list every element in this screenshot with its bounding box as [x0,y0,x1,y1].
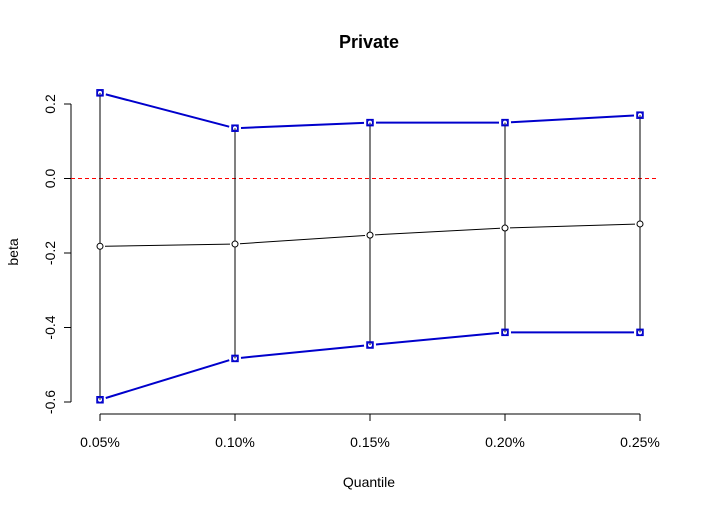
data-point [96,242,104,250]
x-tick-label: 0.05% [80,434,120,450]
series-segment [239,234,366,245]
series-segment [510,114,635,124]
data-point [366,231,374,239]
series-group [96,89,644,404]
y-tick-label: -0.4 [42,315,58,339]
series-segment [104,243,231,247]
data-point-inner [232,355,238,362]
series-segment [105,359,230,399]
series-segment [375,331,500,346]
data-point [231,240,239,248]
series-segment [509,223,636,229]
upper-bound-series [96,89,644,132]
error-bars [99,92,641,400]
estimate-series [96,220,644,250]
y-axis-title: beta [5,238,21,265]
data-point [501,224,509,232]
x-tick-label: 0.20% [485,434,525,450]
x-axis-title: Quantile [343,474,395,490]
chart-title: Private [339,32,399,52]
data-point-inner [232,125,238,132]
x-tick-label: 0.15% [350,434,390,450]
data-point-inner [637,112,643,119]
ticks: 0.05% 0.10% 0.15% 0.20% 0.25% -0.6 -0.4 -0.2 0.0… [42,94,660,450]
series-segment [374,227,501,236]
axes [70,104,640,415]
x-tick-label: 0.10% [215,434,255,450]
data-point-inner [637,329,643,336]
data-point-inner [97,89,103,96]
data-point-inner [367,342,373,349]
lower-bound-series [96,328,644,404]
series-segment [240,121,365,129]
y-tick-label: 0.0 [42,169,58,189]
series-segment [240,344,365,359]
data-point-inner [502,329,508,336]
data-point-inner [367,119,373,126]
y-tick-label: 0.2 [42,94,58,114]
data-point-inner [97,396,103,403]
data-point [636,220,644,228]
series-segment [105,93,230,128]
data-point-inner [502,119,508,126]
y-tick-label: -0.2 [42,241,58,265]
x-tick-label: 0.25% [620,434,660,450]
y-tick-label: -0.6 [42,390,58,414]
